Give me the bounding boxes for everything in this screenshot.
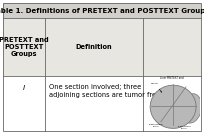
Text: Definition: Definition [76,44,112,50]
Text: I: I [23,85,25,92]
Bar [3,18,201,76]
Text: One section involved; three
adjoining sections are tumor free.: One section involved; three adjoining se… [49,84,162,98]
Bar [3,76,201,131]
Text: PRETEXT and
POSTTEXT
Groups: PRETEXT and POSTTEXT Groups [0,37,49,57]
Text: Table 1. Definitions of PRETEXT and POSTTEXT Groupsᵃ: Table 1. Definitions of PRETEXT and POST… [0,8,204,14]
Bar [3,3,201,18]
